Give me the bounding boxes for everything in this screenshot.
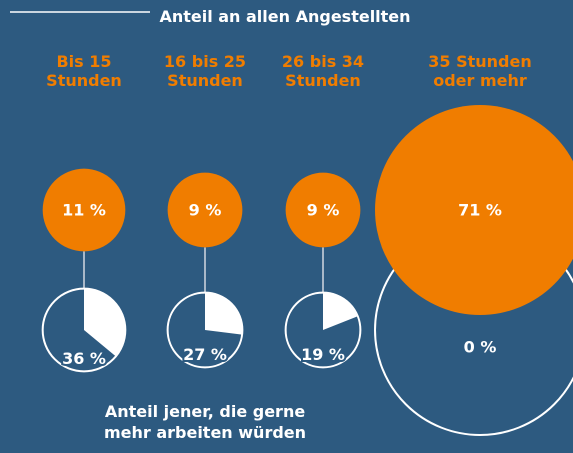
value-label: 9 %: [189, 201, 222, 220]
bubble: [375, 105, 573, 315]
value-label: 36 %: [62, 349, 106, 368]
category-label: 16 bis 25 Stunden: [163, 52, 247, 90]
pie-wedge: [84, 288, 126, 357]
subtitle: Anteil jener, die gerne mehr arbeiten wü…: [103, 402, 307, 442]
pie-wedge: [323, 292, 358, 330]
value-label: 11 %: [62, 201, 106, 220]
category-label: 35 Stunden oder mehr: [428, 52, 532, 90]
category-label: Bis 15 Stunden: [46, 52, 122, 90]
value-label: 19 %: [301, 345, 345, 364]
pie-wedge: [205, 292, 243, 335]
bubble: [42, 168, 126, 252]
category-label: 26 bis 34 Stunden: [281, 52, 365, 90]
value-label: 27 %: [183, 345, 227, 364]
value-label: 9 %: [307, 201, 340, 220]
bubble: [167, 172, 243, 248]
value-label: 0 %: [464, 338, 497, 357]
value-label: 71 %: [458, 201, 502, 220]
bubble: [285, 172, 361, 248]
chart-title: Anteil an allen Angestellten: [159, 7, 411, 26]
